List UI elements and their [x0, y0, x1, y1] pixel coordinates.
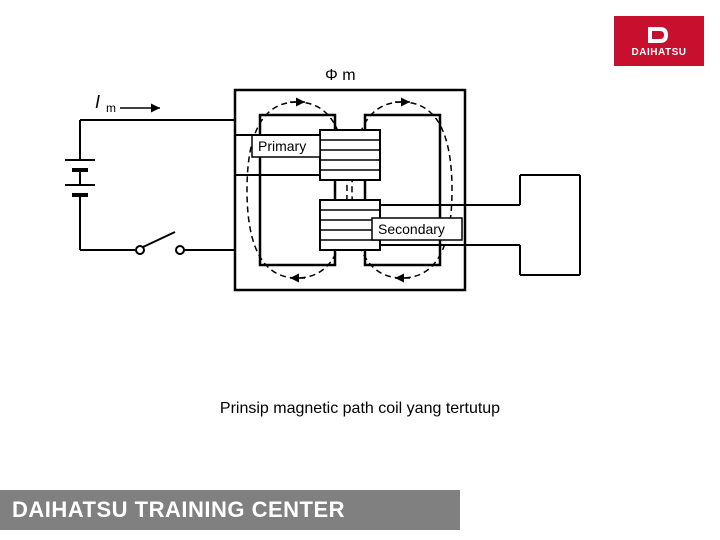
primary-coil-icon	[320, 130, 380, 180]
brand-logo-text: DAIHATSU	[632, 47, 687, 58]
footer-text: DAIHATSU TRAINING CENTER	[12, 497, 345, 523]
battery-icon	[65, 120, 95, 250]
footer-bar: DAIHATSU TRAINING CENTER	[0, 490, 460, 530]
output-terminal-icon	[520, 175, 580, 275]
daihatsu-emblem-icon	[646, 25, 672, 45]
diagram-caption: Prinsip magnetic path coil yang tertutup	[0, 400, 720, 418]
flux-label: Φ m	[325, 67, 356, 84]
secondary-coil-icon	[320, 200, 380, 250]
flux-path-icon	[247, 102, 452, 278]
secondary-label: Secondary	[378, 221, 445, 237]
core-outer	[235, 90, 465, 290]
switch-icon	[80, 232, 235, 254]
current-sub-label: m	[106, 101, 116, 115]
primary-label: Primary	[258, 138, 306, 154]
transformer-diagram: I m Φ m	[40, 60, 640, 320]
brand-logo: DAIHATSU	[614, 16, 704, 66]
current-label: I	[95, 92, 100, 112]
